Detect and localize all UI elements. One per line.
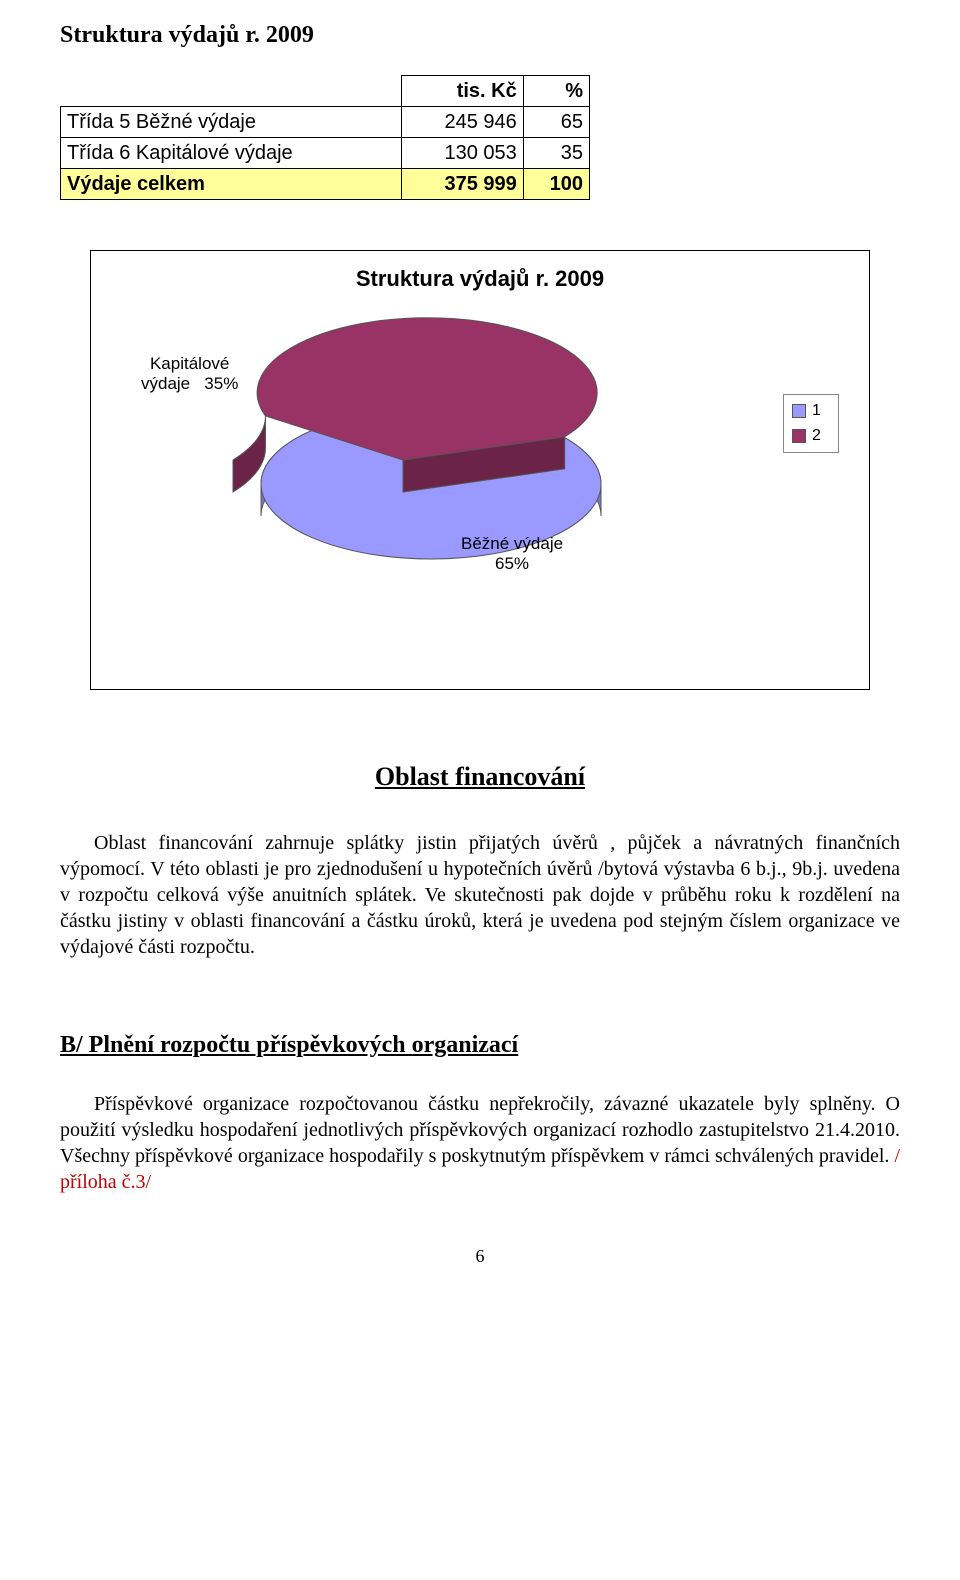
col-header-pct: % <box>523 76 589 107</box>
pie-label-1: Běžné výdaje65% <box>461 534 563 575</box>
table-row: Třída 5 Běžné výdaje 245 946 65 <box>61 107 590 138</box>
legend: 1 2 <box>783 394 839 454</box>
row-label: Výdaje celkem <box>61 169 402 200</box>
row-pct: 65 <box>523 107 589 138</box>
financing-paragraph: Oblast financování zahrnuje splátky jist… <box>60 830 900 960</box>
section-b-paragraph: Příspěvkové organizace rozpočtovanou čás… <box>60 1091 900 1195</box>
pie-chart <box>91 294 871 654</box>
row-value: 375 999 <box>401 169 523 200</box>
row-label: Třída 6 Kapitálové výdaje <box>61 138 402 169</box>
table-row-total: Výdaje celkem 375 999 100 <box>61 169 590 200</box>
legend-swatch <box>792 429 806 443</box>
section-b-text: Příspěvkové organizace rozpočtovanou čás… <box>60 1093 900 1167</box>
row-pct: 35 <box>523 138 589 169</box>
row-pct: 100 <box>523 169 589 200</box>
table-header-row: tis. Kč % <box>61 76 590 107</box>
row-value: 130 053 <box>401 138 523 169</box>
section-b-heading: B/ Plnění rozpočtu příspěvkových organiz… <box>60 1030 900 1061</box>
col-header-amount: tis. Kč <box>401 76 523 107</box>
row-value: 245 946 <box>401 107 523 138</box>
legend-item: 2 <box>792 426 830 447</box>
pie-label-2: Kapitálovévýdaje 35% <box>141 354 238 395</box>
empty-cell <box>61 76 402 107</box>
legend-item: 1 <box>792 401 830 422</box>
page-title: Struktura výdajů r. 2009 <box>60 20 900 51</box>
chart-body: Kapitálovévýdaje 35% Běžné výdaje65% 1 2 <box>91 294 869 654</box>
legend-text: 1 <box>812 401 821 422</box>
table-row: Třída 6 Kapitálové výdaje 130 053 35 <box>61 138 590 169</box>
legend-swatch <box>792 404 806 418</box>
page-number: 6 <box>60 1245 900 1268</box>
row-label: Třída 5 Běžné výdaje <box>61 107 402 138</box>
legend-text: 2 <box>812 426 821 447</box>
financing-heading: Oblast financování <box>60 760 900 794</box>
expenditure-table: tis. Kč % Třída 5 Běžné výdaje 245 946 6… <box>60 75 590 200</box>
pie-chart-container: Struktura výdajů r. 2009 Kapitálovévýdaj… <box>90 250 870 690</box>
chart-title: Struktura výdajů r. 2009 <box>91 251 869 294</box>
